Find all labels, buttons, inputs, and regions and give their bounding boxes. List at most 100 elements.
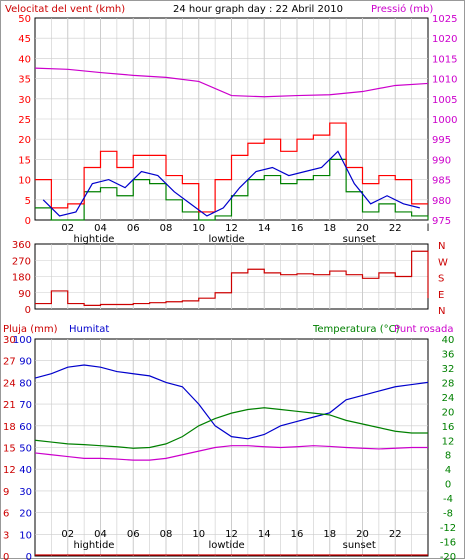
compass-label: E [438,290,444,301]
wind-speed-axis-title: Velocitat del vent (kmh) [5,4,125,15]
compass-label: W [438,257,448,268]
humidity-tick-label: 60 [19,422,32,433]
humidity-tick-label: 90 [19,357,32,368]
hour-tick-label: l [427,529,430,540]
x-axis-bottom: 02 04 06 08 10 12 14 16 18 20 22 l hightide lowtide su… [61,529,429,551]
humidity-tick-label: 80 [19,378,32,389]
hour-tick-label: 10 [192,223,205,234]
hour-tick-label: 06 [127,223,140,234]
temperature-tick-label: 4 [445,465,451,476]
temperature-tick-label: 32 [442,364,455,375]
hour-tick-label: 06 [127,529,140,540]
direction-tick-label: 90 [18,289,31,300]
temperature-tick-label: -16 [440,538,456,549]
pressure-tick-label: 975 [432,216,451,227]
temperature-axis: -20 -16 -12 -8 -4 0 4 8 12 16 20 24 28 32 36 40 [440,335,456,560]
direction-tick-label: 180 [12,273,31,284]
dew-point-axis-title: Punt rosada [394,324,453,335]
rain-tick-label: 18 [3,422,16,433]
temperature-line [34,407,428,449]
temperature-tick-label: 0 [445,480,451,491]
temperature-tick-label: 20 [442,407,455,418]
direction-line [35,250,429,306]
temperature-tick-label: -20 [440,552,456,560]
wind-tick-label: 10 [18,176,31,187]
pressure-tick-label: 1010 [432,75,457,86]
hour-tick-label: 18 [323,529,336,540]
wind-tick-label: 30 [18,95,31,106]
temperature-tick-label: 36 [442,349,455,360]
pressure-axis-title: Pressió (mb) [371,3,433,15]
temperature-axis-title: Temperatura (°C) [312,324,400,335]
hour-tick-label: l [427,223,430,234]
hour-tick-label: 08 [160,223,173,234]
direction-tick-label: 270 [12,256,31,267]
humidity-line [34,364,429,440]
pressure-tick-label: 1005 [432,95,457,106]
temperature-tick-label: 8 [445,451,451,462]
wind-tick-label: 40 [18,54,31,65]
humidity-tick-label: 30 [19,487,32,498]
humidity-tick-label: 50 [19,444,32,455]
direction-series [35,250,429,306]
humidity-tick-label: 0 [26,552,32,560]
pressure-tick-label: 985 [432,176,451,187]
wind-gust-line [35,122,428,213]
rain-tick-label: 12 [3,465,16,476]
hour-tick-label: 12 [225,223,238,234]
rain-tick-label: 3 [3,530,9,541]
wind-speed-axis: 0 5 10 15 20 25 30 35 40 45 50 [18,14,31,227]
wind-tick-label: 50 [18,14,31,25]
hour-tick-label: 12 [225,529,238,540]
hour-tick-label: 18 [323,223,336,234]
hour-tick-label: 16 [291,529,304,540]
lowtide-label: lowtide [208,234,244,245]
hour-tick-label: 20 [356,529,369,540]
temperature-tick-label: -12 [440,523,456,534]
rain-tick-label: 24 [3,378,16,389]
wind-tick-label: 35 [18,75,31,86]
humidity-tick-label: 10 [19,530,32,541]
dew-point-line [34,445,428,461]
compass-label: S [438,274,444,285]
rain-tick-label: 30 [3,335,16,346]
wind-tick-label: 45 [18,34,31,45]
x-axis-top: 02 04 06 08 10 12 14 16 18 20 22 l hightide lowtide su… [61,223,429,245]
temperature-tick-label: 16 [442,422,455,433]
pressure-tick-label: 1015 [432,54,457,65]
wind-tick-label: 20 [18,135,31,146]
humidity-tick-label: 100 [13,335,32,346]
hour-tick-label: 16 [291,223,304,234]
hour-tick-label: 22 [389,223,402,234]
wind-tick-label: 0 [25,216,31,227]
pressure-tick-label: 1020 [432,34,457,45]
temperature-tick-label: 28 [442,378,455,389]
hour-tick-label: 04 [94,529,107,540]
pressure-tick-label: 1000 [432,115,457,126]
rain-tick-label: 0 [3,552,9,560]
hour-tick-label: 02 [61,223,74,234]
rain-tick-label: 6 [3,509,9,520]
compass-label: N [438,241,445,252]
hour-tick-label: 10 [192,529,205,540]
rain-tick-label: 27 [3,357,16,368]
pressure-tick-label: 980 [432,196,451,207]
lowtide-label-bottom: lowtide [208,540,244,551]
hour-tick-label: 20 [356,223,369,234]
hightide-label-bottom: hightide [73,540,114,551]
hour-tick-label: 04 [94,223,107,234]
hour-tick-label: 22 [389,529,402,540]
sunset-label: sunset [343,234,376,245]
pressure-tick-label: 990 [432,155,451,166]
humidity-tick-label: 40 [19,465,32,476]
wind-series [34,67,429,221]
pressure-line [34,67,429,98]
hightide-label: hightide [73,234,114,245]
